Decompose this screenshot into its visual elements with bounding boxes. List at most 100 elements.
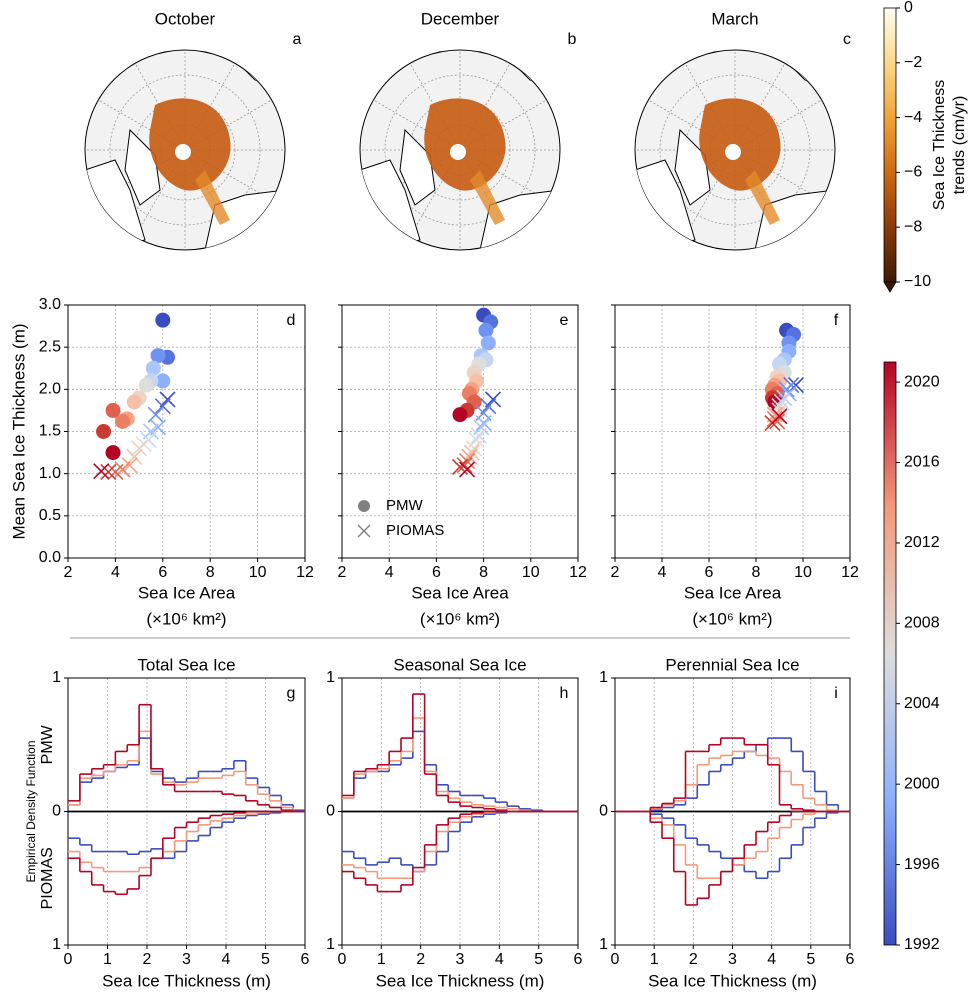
x-tick-label: 10 bbox=[249, 564, 267, 581]
point bbox=[459, 452, 476, 470]
point bbox=[131, 440, 148, 457]
colorbar-label: trends (cm/yr) bbox=[951, 96, 968, 195]
point bbox=[138, 377, 154, 393]
colorbar-tick-label: −2 bbox=[904, 54, 922, 71]
legend-label: PIOMAS bbox=[386, 522, 444, 539]
y-tick-label: 0 bbox=[326, 803, 335, 820]
thickness-trend bbox=[699, 98, 781, 191]
point bbox=[155, 373, 171, 389]
point bbox=[480, 335, 496, 351]
x-tick-label: 4 bbox=[385, 564, 394, 581]
x-tick-label: 5 bbox=[261, 951, 270, 968]
x-tick-label: 8 bbox=[206, 564, 215, 581]
x-axis-unit: (×10⁶ km²) bbox=[692, 609, 772, 628]
plot-frame bbox=[614, 304, 851, 559]
colorbar-tick-label: 0 bbox=[904, 0, 913, 16]
colorbar bbox=[883, 361, 897, 946]
point bbox=[771, 408, 788, 425]
x-tick-label: 2 bbox=[338, 564, 347, 581]
x-axis-label: Sea Ice Thickness (m) bbox=[376, 971, 545, 990]
colorbar-tick-label: 1996 bbox=[904, 856, 940, 873]
x-tick-label: 2 bbox=[416, 951, 425, 968]
point bbox=[480, 398, 497, 415]
x-tick-label: 5 bbox=[534, 951, 543, 968]
y-axis-label: Mean Sea Ice Thickness (m) bbox=[9, 323, 28, 539]
x-tick-label: 4 bbox=[658, 564, 667, 581]
colorbar-tick-label: 2016 bbox=[904, 454, 940, 471]
upper-label: PMW bbox=[39, 724, 56, 764]
legend-marker bbox=[357, 524, 371, 538]
thickness-trend bbox=[424, 98, 506, 191]
x-tick-label: 6 bbox=[705, 564, 714, 581]
x-tick-label: 1 bbox=[103, 951, 112, 968]
y-tick-label: 2.5 bbox=[39, 338, 61, 355]
x-tick-label: 0 bbox=[338, 951, 347, 968]
y-tick-label: 0 bbox=[599, 803, 608, 820]
map-title: October bbox=[155, 9, 216, 28]
colorbar-tick-label: 2008 bbox=[904, 615, 940, 632]
x-tick-label: 4 bbox=[495, 951, 504, 968]
x-tick-label: 8 bbox=[479, 564, 488, 581]
colorbar-tick-label: −8 bbox=[904, 218, 922, 235]
y-tick-label: 0.5 bbox=[39, 507, 61, 524]
colorbar bbox=[883, 7, 897, 283]
x-tick-label: 1 bbox=[650, 951, 659, 968]
x-tick-label: 0 bbox=[611, 951, 620, 968]
x-tick-label: 2 bbox=[689, 951, 698, 968]
point bbox=[463, 444, 480, 461]
y-tick-label: 1 bbox=[599, 936, 608, 953]
x-axis-label: Sea Ice Area bbox=[684, 583, 782, 602]
x-tick-label: 6 bbox=[301, 951, 310, 968]
panel-letter: a bbox=[293, 31, 302, 48]
point bbox=[769, 413, 786, 430]
y-tick-label: 1.5 bbox=[39, 423, 61, 440]
x-tick-label: 0 bbox=[64, 951, 73, 968]
legend-label: PMW bbox=[386, 497, 424, 514]
map-title: March bbox=[711, 9, 758, 28]
point bbox=[456, 457, 473, 474]
pole-hole bbox=[175, 144, 191, 160]
x-tick-label: 10 bbox=[522, 564, 540, 581]
colorbar-tick-label: 2004 bbox=[904, 695, 940, 712]
point bbox=[107, 463, 124, 481]
point bbox=[121, 457, 138, 474]
map-title: December bbox=[421, 9, 500, 28]
colorbar-tick-label: 2000 bbox=[904, 775, 940, 792]
colorbar-tick-label: 1992 bbox=[904, 936, 940, 953]
x-tick-label: 3 bbox=[456, 951, 465, 968]
point bbox=[147, 406, 164, 423]
point bbox=[459, 461, 476, 478]
point bbox=[776, 389, 793, 406]
pole-hole bbox=[450, 144, 466, 160]
plot-frame bbox=[67, 304, 306, 559]
point bbox=[150, 348, 166, 364]
colorbar-tick-label: −4 bbox=[904, 109, 922, 126]
point bbox=[126, 394, 142, 410]
point bbox=[475, 415, 492, 432]
y-tick-label: 3.0 bbox=[39, 296, 61, 313]
point bbox=[145, 360, 161, 376]
pole-hole bbox=[725, 144, 741, 160]
graticule bbox=[109, 74, 261, 226]
x-tick-label: 12 bbox=[296, 564, 314, 581]
x-axis-unit: (×10⁶ km²) bbox=[420, 609, 500, 628]
x-tick-label: 12 bbox=[569, 564, 587, 581]
x-tick-label: 6 bbox=[158, 564, 167, 581]
point bbox=[484, 391, 502, 408]
point bbox=[115, 413, 131, 429]
panel-letter: d bbox=[287, 312, 296, 329]
x-tick-label: 6 bbox=[574, 951, 583, 968]
x-tick-label: 6 bbox=[432, 564, 441, 581]
panel-letter: i bbox=[834, 685, 838, 702]
lower-label: PIOMAS bbox=[39, 847, 56, 909]
x-tick-label: 6 bbox=[846, 951, 855, 968]
point bbox=[159, 391, 176, 408]
panel-letter: h bbox=[560, 685, 569, 702]
point bbox=[452, 407, 468, 423]
x-tick-label: 5 bbox=[806, 951, 815, 968]
point bbox=[154, 398, 171, 415]
point bbox=[149, 419, 167, 436]
point bbox=[100, 463, 117, 481]
graticule bbox=[659, 74, 811, 226]
